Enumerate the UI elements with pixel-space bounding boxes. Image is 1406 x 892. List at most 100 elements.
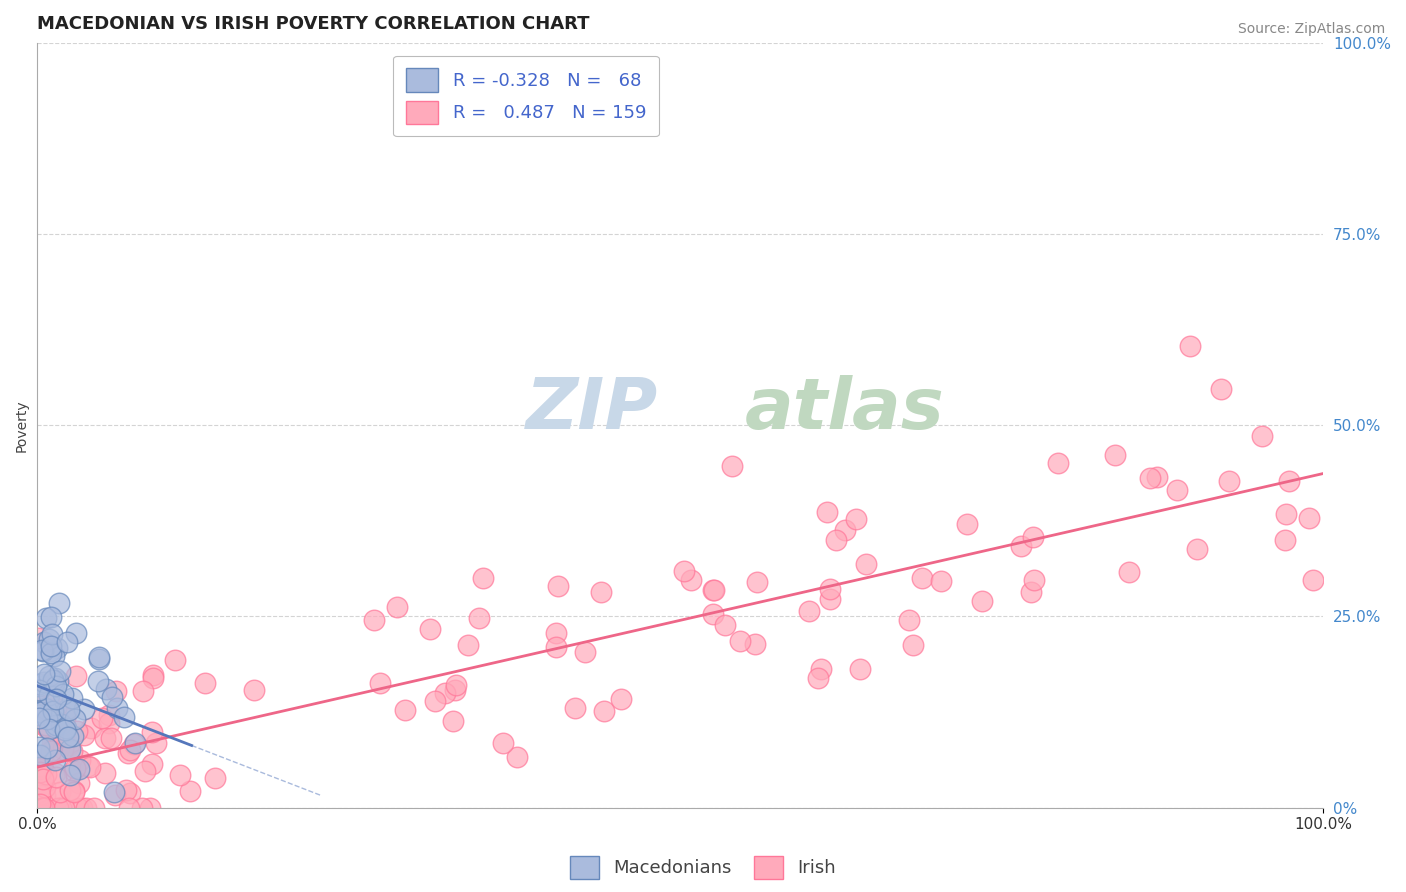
Point bbox=[41, 646, 63, 660]
Point bbox=[169, 768, 191, 782]
Point bbox=[472, 571, 495, 585]
Point bbox=[60, 744, 83, 758]
Point bbox=[28, 679, 51, 693]
Point bbox=[96, 681, 118, 696]
Point bbox=[363, 613, 385, 627]
Point bbox=[35, 767, 58, 781]
Point bbox=[433, 686, 456, 700]
Point bbox=[117, 746, 139, 760]
Point bbox=[63, 712, 86, 726]
Point bbox=[105, 701, 128, 715]
Point bbox=[34, 717, 56, 731]
Point bbox=[34, 780, 56, 794]
Point bbox=[1019, 584, 1042, 599]
Point bbox=[35, 741, 58, 756]
Point bbox=[28, 762, 51, 776]
Point bbox=[35, 701, 58, 715]
Point bbox=[27, 677, 49, 691]
Point bbox=[59, 768, 82, 782]
Text: atlas: atlas bbox=[745, 376, 945, 444]
Point bbox=[506, 750, 529, 764]
Point bbox=[673, 564, 696, 578]
Point bbox=[77, 759, 100, 773]
Point bbox=[544, 640, 567, 654]
Point bbox=[55, 711, 77, 725]
Point bbox=[145, 736, 167, 750]
Point bbox=[564, 700, 586, 714]
Point bbox=[419, 622, 441, 636]
Point bbox=[52, 729, 75, 743]
Point bbox=[28, 748, 51, 763]
Point bbox=[702, 583, 724, 598]
Point bbox=[49, 785, 72, 799]
Point bbox=[45, 691, 67, 706]
Point bbox=[63, 764, 86, 779]
Point bbox=[55, 721, 77, 735]
Point bbox=[849, 662, 872, 676]
Point bbox=[56, 731, 79, 745]
Point bbox=[38, 698, 60, 712]
Point bbox=[46, 674, 69, 689]
Point bbox=[31, 643, 53, 657]
Point bbox=[91, 711, 114, 725]
Point bbox=[745, 575, 768, 590]
Point bbox=[32, 666, 55, 681]
Point bbox=[929, 574, 952, 588]
Point bbox=[32, 674, 55, 689]
Point bbox=[45, 770, 67, 784]
Y-axis label: Poverty: Poverty bbox=[15, 399, 30, 451]
Point bbox=[30, 765, 52, 780]
Point bbox=[49, 664, 72, 678]
Point bbox=[42, 705, 65, 719]
Point bbox=[32, 800, 55, 814]
Point bbox=[115, 783, 138, 797]
Point bbox=[592, 704, 614, 718]
Point bbox=[32, 718, 55, 732]
Point bbox=[681, 574, 703, 588]
Point bbox=[46, 743, 69, 757]
Point bbox=[28, 740, 51, 755]
Point bbox=[141, 725, 163, 739]
Point bbox=[28, 797, 51, 811]
Point bbox=[31, 800, 53, 814]
Point bbox=[100, 731, 122, 745]
Point bbox=[73, 702, 96, 716]
Point bbox=[73, 728, 96, 742]
Point bbox=[56, 635, 79, 649]
Point bbox=[51, 800, 73, 814]
Point bbox=[744, 636, 766, 650]
Point bbox=[818, 582, 841, 596]
Point bbox=[103, 785, 125, 799]
Point bbox=[834, 523, 856, 537]
Point bbox=[98, 716, 121, 731]
Point bbox=[44, 766, 66, 780]
Point bbox=[39, 610, 62, 624]
Point bbox=[385, 600, 408, 615]
Point bbox=[28, 785, 51, 799]
Point bbox=[46, 723, 69, 737]
Point bbox=[59, 742, 82, 756]
Point bbox=[591, 585, 613, 599]
Point bbox=[1146, 470, 1168, 484]
Point bbox=[815, 505, 838, 519]
Point bbox=[46, 641, 69, 656]
Point bbox=[34, 701, 56, 715]
Point bbox=[42, 712, 65, 726]
Point bbox=[1218, 474, 1240, 488]
Point bbox=[55, 702, 77, 716]
Text: ZIP: ZIP bbox=[526, 376, 658, 444]
Point bbox=[797, 604, 820, 618]
Legend: Macedonians, Irish: Macedonians, Irish bbox=[564, 848, 842, 887]
Text: MACEDONIAN VS IRISH POVERTY CORRELATION CHART: MACEDONIAN VS IRISH POVERTY CORRELATION … bbox=[38, 15, 591, 33]
Point bbox=[70, 800, 93, 814]
Point bbox=[141, 756, 163, 771]
Point bbox=[1298, 511, 1320, 525]
Point bbox=[42, 649, 65, 664]
Point bbox=[443, 683, 465, 698]
Point bbox=[41, 737, 63, 751]
Point bbox=[38, 688, 60, 702]
Point bbox=[118, 800, 141, 814]
Point bbox=[1209, 382, 1232, 396]
Point bbox=[702, 607, 724, 621]
Point bbox=[44, 720, 66, 734]
